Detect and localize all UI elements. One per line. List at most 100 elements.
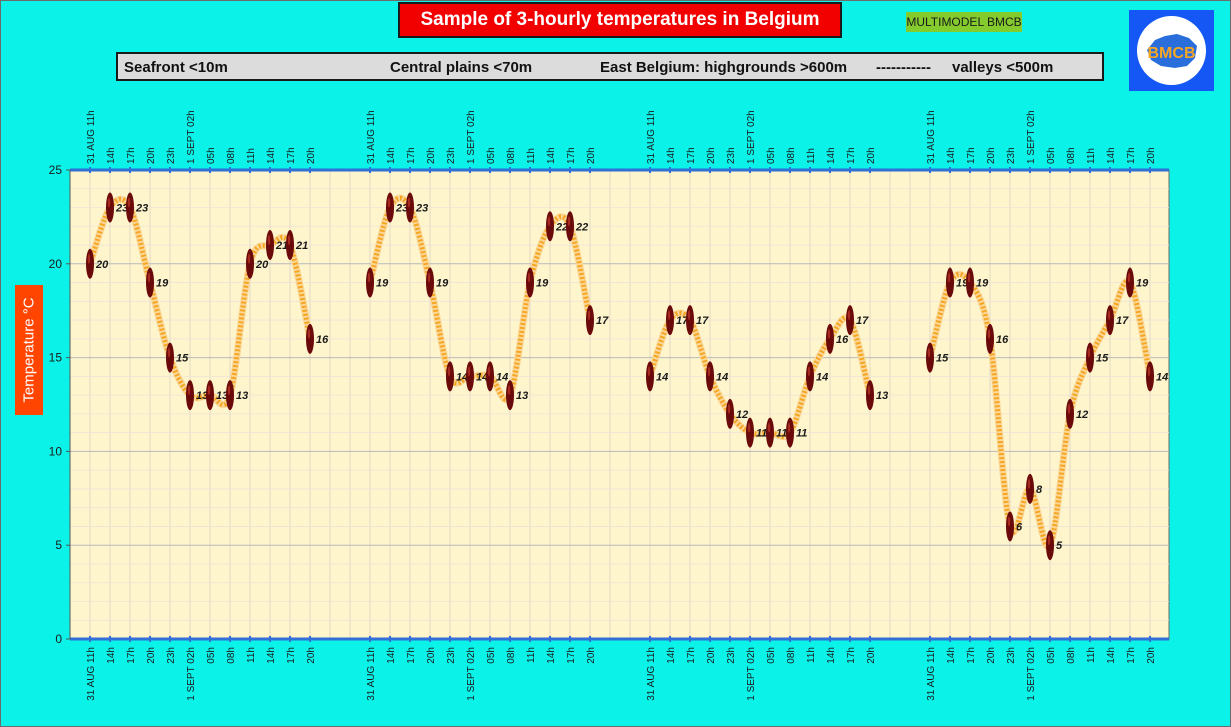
x-tick-labels-top: 31 AUG 11h 14h 17h 20h 23h 1 SEPT 02h 05h 08h 11… xyxy=(86,110,1157,173)
data-label: 13 xyxy=(516,390,528,402)
data-point-highlight xyxy=(267,235,271,246)
x-tick-label-bottom: 14h xyxy=(386,647,397,664)
x-tick-label-top: 20h xyxy=(706,147,717,164)
x-tick-label-top: 20h xyxy=(986,147,997,164)
bmcb-logo: BMCB xyxy=(1129,10,1214,91)
x-tick-label-top: 23h xyxy=(726,147,737,164)
x-tick-label-top: 31 AUG 11h xyxy=(646,110,657,164)
data-point-highlight xyxy=(987,328,991,339)
y-tick-label: 15 xyxy=(49,351,63,365)
x-tick-label-bottom: 08h xyxy=(226,647,237,664)
y-axis-label: Temperature °C xyxy=(20,297,38,403)
data-point xyxy=(926,342,934,373)
data-label: 17 xyxy=(696,315,709,327)
x-tick-label-bottom: 08h xyxy=(1066,647,1077,664)
x-tick-labels-bottom: 31 AUG 11h 14h 17h 20h 23h 1 SEPT 02h 05h 08h 11… xyxy=(86,636,1157,701)
data-label: 13 xyxy=(196,390,208,402)
x-tick-label-top: 1 SEPT 02h xyxy=(186,110,197,164)
x-tick-label-bottom: 20h xyxy=(426,647,437,664)
data-point xyxy=(646,361,654,392)
data-point-highlight xyxy=(527,272,531,283)
data-point-highlight xyxy=(427,272,431,283)
data-point xyxy=(546,211,554,242)
x-tick-label-bottom: 17h xyxy=(846,647,857,664)
data-point xyxy=(706,361,714,392)
model-badge: MULTIMODEL BMCB xyxy=(906,12,1022,32)
x-tick-label-top: 20h xyxy=(426,147,437,164)
x-tick-label-bottom: 17h xyxy=(126,647,137,664)
x-tick-label-top: 14h xyxy=(666,147,677,164)
data-label: 19 xyxy=(156,278,169,290)
data-label: 21 xyxy=(275,240,288,252)
data-point-highlight xyxy=(967,272,971,283)
chart-title: Sample of 3-hourly temperatures in Belgi… xyxy=(398,2,842,38)
data-point xyxy=(1026,473,1034,504)
y-tick-labels: 0 5 10 15 20 25 xyxy=(49,163,70,646)
data-point-highlight xyxy=(807,366,811,377)
data-point xyxy=(106,192,114,223)
x-tick-label-top: 1 SEPT 02h xyxy=(746,110,757,164)
data-point xyxy=(506,380,514,411)
x-tick-label-bottom: 11h xyxy=(246,647,257,663)
data-label: 14 xyxy=(656,371,668,383)
data-point-highlight xyxy=(107,197,111,208)
data-label: 21 xyxy=(295,240,308,252)
data-point xyxy=(426,267,434,298)
y-tick-label: 5 xyxy=(55,538,62,552)
data-point-highlight xyxy=(1067,403,1071,414)
x-tick-label-bottom: 20h xyxy=(706,647,717,664)
data-point-highlight xyxy=(167,347,171,358)
data-label: 17 xyxy=(1116,315,1129,327)
data-label: 19 xyxy=(536,278,549,290)
x-tick-label-bottom: 14h xyxy=(266,647,277,664)
data-point xyxy=(586,305,594,336)
data-point xyxy=(126,192,134,223)
x-tick-label-bottom: 1 SEPT 02h xyxy=(186,647,197,701)
plot-area xyxy=(69,169,1170,640)
x-tick-label-bottom: 14h xyxy=(826,647,837,664)
data-point xyxy=(786,417,794,448)
data-point-highlight xyxy=(1107,310,1111,321)
data-point-highlight xyxy=(847,310,851,321)
x-tick-label-bottom: 31 AUG 11h xyxy=(646,647,657,701)
data-point xyxy=(1046,530,1054,561)
x-tick-label-top: 17h xyxy=(126,147,137,164)
data-point-highlight xyxy=(147,272,151,283)
x-tick-label-top: 08h xyxy=(506,147,517,164)
data-label: 17 xyxy=(676,315,689,327)
data-point-highlight xyxy=(867,385,871,396)
x-tick-label-top: 05h xyxy=(766,147,777,164)
data-point xyxy=(226,380,234,411)
data-point-highlight xyxy=(667,310,671,321)
x-tick-label-bottom: 14h xyxy=(106,647,117,664)
data-point xyxy=(726,398,734,429)
data-label: 14 xyxy=(456,371,468,383)
data-label: 15 xyxy=(936,353,949,365)
x-tick-label-bottom: 05h xyxy=(206,647,217,664)
data-point-highlight xyxy=(1127,272,1131,283)
data-label: 14 xyxy=(496,371,508,383)
data-label: 14 xyxy=(816,371,828,383)
data-label: 5 xyxy=(1056,540,1063,552)
data-label: 23 xyxy=(115,203,128,215)
y-axis-label-box: Temperature °C xyxy=(15,285,43,415)
x-tick-label-top: 31 AUG 11h xyxy=(366,110,377,164)
data-point-highlight xyxy=(507,385,511,396)
logo-map-icon: BMCB xyxy=(1147,34,1197,68)
data-point xyxy=(666,305,674,336)
data-label: 15 xyxy=(176,353,189,365)
data-point xyxy=(266,230,274,261)
x-tick-label-top: 20h xyxy=(866,147,877,164)
data-label: 11 xyxy=(796,428,807,440)
data-point xyxy=(386,192,394,223)
x-tick-label-top: 14h xyxy=(946,147,957,164)
data-point-highlight xyxy=(227,385,231,396)
y-tick-label: 10 xyxy=(49,444,63,458)
data-label: 19 xyxy=(376,278,389,290)
x-tick-label-bottom: 1 SEPT 02h xyxy=(466,647,477,701)
data-label: 14 xyxy=(1156,371,1168,383)
x-tick-label-bottom: 17h xyxy=(286,647,297,664)
data-point-highlight xyxy=(1147,366,1151,377)
data-label: 19 xyxy=(436,278,449,290)
x-tick-label-top: 08h xyxy=(226,147,237,164)
